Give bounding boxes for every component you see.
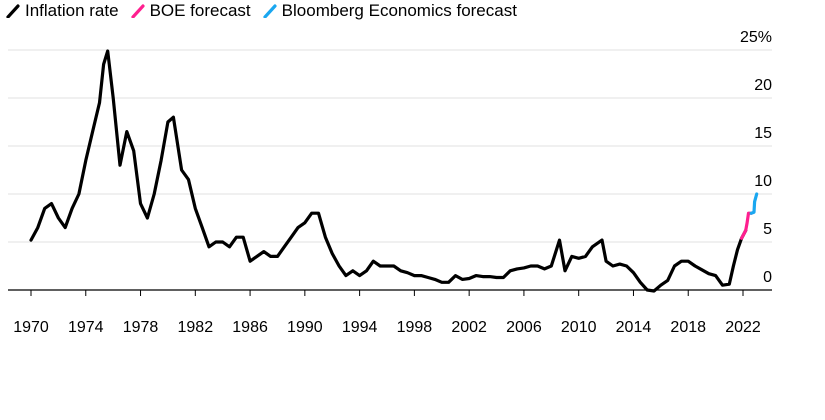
- series-lines: [29, 49, 759, 293]
- legend-swatch-inflation-rate: [6, 4, 20, 18]
- y-tick-label-5: 5: [763, 221, 772, 238]
- series-line-inflation-rate: [29, 49, 748, 293]
- x-tick-label-1994: 1994: [342, 319, 378, 336]
- legend-label-bloomberg-forecast: Bloomberg Economics forecast: [281, 1, 517, 20]
- legend-swatch-bloomberg-forecast: [263, 4, 277, 18]
- x-tick-label-2006: 2006: [506, 319, 542, 336]
- x-tick-label-1974: 1974: [68, 319, 104, 336]
- y-tick-label-20: 20: [754, 77, 772, 94]
- y-axis-ticks: 0 5 10 15 20 25%: [740, 29, 772, 286]
- legend-item-boe-forecast: BOE forecast: [130, 1, 251, 21]
- y-tick-label-0: 0: [763, 269, 772, 286]
- x-tick-label-1982: 1982: [178, 319, 214, 336]
- x-tick-label-2022: 2022: [725, 319, 761, 336]
- x-tick-label-2018: 2018: [670, 319, 706, 336]
- x-axis-ticks: 1970 1974 1978 1982 1986 1990 1994 1998 2002 2006…: [13, 290, 761, 336]
- x-tick-label-1986: 1986: [232, 319, 268, 336]
- legend-item-bloomberg-forecast: Bloomberg Economics forecast: [263, 1, 517, 21]
- legend-item-inflation-rate: Inflation rate: [6, 1, 119, 21]
- y-tick-label-15: 15: [754, 125, 772, 142]
- chart-legend: Inflation rate BOE forecast Bloomberg Ec…: [6, 1, 517, 21]
- legend-label-inflation-rate: Inflation rate: [25, 1, 119, 20]
- x-tick-label-1970: 1970: [13, 319, 49, 336]
- gridlines: [8, 49, 772, 291]
- y-tick-label-25pct: 25%: [740, 29, 772, 46]
- x-tick-label-2002: 2002: [451, 319, 487, 336]
- y-tick-label-10: 10: [754, 173, 772, 190]
- legend-label-boe-forecast: BOE forecast: [149, 1, 251, 20]
- x-tick-label-2010: 2010: [561, 319, 597, 336]
- x-tick-label-1978: 1978: [123, 319, 159, 336]
- series-line-boe-forecast: [739, 211, 753, 240]
- legend-swatch-boe-forecast: [130, 4, 145, 18]
- series-line-bloomberg-economics-forecast: [749, 192, 759, 215]
- x-tick-label-1998: 1998: [397, 319, 433, 336]
- x-tick-label-2014: 2014: [616, 319, 652, 336]
- x-tick-label-1990: 1990: [287, 319, 323, 336]
